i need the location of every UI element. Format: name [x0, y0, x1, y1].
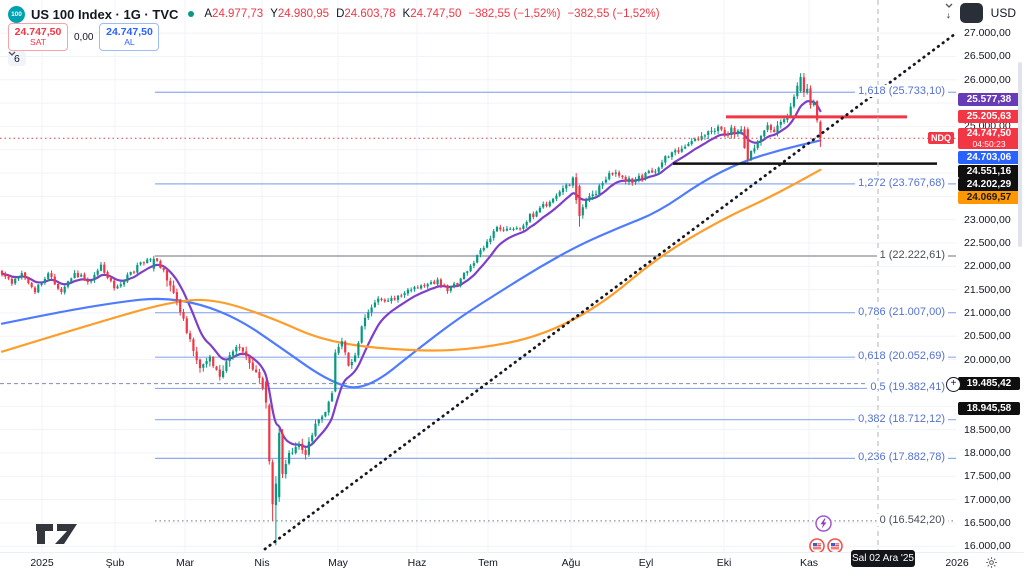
time-axis-label: 2025	[30, 557, 54, 569]
circular-arrows-icon	[946, 4, 956, 14]
close-label: K	[402, 8, 411, 20]
fib-label: 1 (22.222,61)	[876, 248, 948, 261]
price-badge: 19.485,42	[958, 377, 1020, 390]
open-value: 24.977,73	[212, 8, 264, 20]
time-axis-label: Haz	[407, 557, 427, 569]
ohlc-row: A24.977,73 Y24.980,95 D24.603,78 K24.747…	[204, 8, 659, 20]
bar-countdown: 04:50:23	[972, 139, 1006, 149]
indicators-collapsed-chip[interactable]: 6	[8, 51, 26, 66]
fib-label: 1,272 (23.767,68)	[855, 176, 948, 189]
fib-label: 0 (16.542,20)	[876, 513, 948, 526]
moving-averages-layer	[0, 99, 822, 448]
buy-label: AL	[124, 37, 135, 48]
grid-layer	[0, 0, 958, 552]
price-tick-label: 17.000,00	[964, 493, 1011, 506]
sync-icon[interactable]	[946, 3, 983, 23]
price-tick-label: 22.500,00	[964, 237, 1011, 250]
gear-glyph-icon	[986, 557, 997, 568]
indicators-count: 6	[14, 52, 20, 65]
spread-value: 0,00	[74, 31, 94, 43]
change-value: −382,55 (−1,52%)	[468, 8, 561, 20]
time-axis-label: Tem	[478, 557, 498, 569]
sell-label: SAT	[30, 37, 46, 48]
price-badge: 24.551,16	[958, 165, 1020, 178]
time-axis-label: Kas	[799, 557, 819, 569]
price-axis[interactable]: 27.000,00 26.500,00 26.000,00 25.000,00 23.0…	[956, 0, 1024, 552]
fib-label: 0,618 (20.052,69)	[855, 350, 948, 363]
price-tick-label: 20.000,00	[964, 353, 1011, 366]
open-label: A	[204, 8, 213, 20]
close-value: 24.747,50	[410, 8, 462, 20]
symbol-logo-icon[interactable]: 100	[8, 5, 25, 23]
fib-label: 0,786 (21.007,00)	[855, 305, 948, 318]
sell-button[interactable]: 24.747,50 SAT	[8, 23, 68, 51]
price-badge: 25.205,63	[958, 110, 1020, 123]
price-badge: 24.703,06	[958, 151, 1020, 164]
price-badge: 24.202,29	[958, 178, 1020, 191]
price-badge: 25.577,38	[958, 93, 1020, 106]
buy-button[interactable]: 24.747,50 AL	[99, 23, 160, 51]
chevron-down-icon	[8, 51, 16, 56]
trade-buttons-row: 24.747,50 SAT 0,00 24.747,50 AL	[8, 23, 160, 51]
price-tick-label: 17.500,00	[964, 470, 1011, 483]
time-axis-label: Eki	[716, 557, 732, 569]
low-label: D	[336, 8, 345, 20]
price-tick-label: 26.500,00	[964, 50, 1011, 63]
crosshair-date-badge: Sal 02 Ara '25	[851, 550, 915, 567]
time-axis-label: Mar	[175, 557, 195, 569]
price-tick-label: 20.500,00	[964, 330, 1011, 343]
price-tick-label: 16.500,00	[964, 516, 1011, 529]
market-open-dot-icon	[188, 11, 195, 17]
time-axis-label: Ağu	[561, 557, 581, 569]
plus-icon[interactable]: +	[946, 377, 961, 392]
price-tick-label: 18.000,00	[964, 446, 1011, 459]
price-tick-label: 21.000,00	[964, 306, 1011, 319]
symbol-header: 100 US 100 Index · 1G · TVC A24.977,73 Y…	[8, 4, 660, 24]
chevron-down-icon	[945, 3, 953, 8]
sell-price: 24.747,50	[14, 25, 62, 38]
high-label: Y	[270, 8, 278, 20]
last-price-value: 24.747,50	[966, 128, 1012, 139]
time-axis[interactable]: 2025 Şub Mar Nis May Haz Tem Ağu Eyl Eki Kas 2026 S…	[0, 550, 1024, 572]
candles-layer	[0, 72, 822, 546]
time-axis-label: Şub	[105, 557, 125, 569]
fib-label: 0,236 (17.882,78)	[855, 451, 948, 464]
low-value: 24.603,78	[344, 8, 396, 20]
currency-value: USD	[990, 6, 1016, 20]
fib-label: 1,618 (25.733,10)	[855, 85, 948, 98]
topright-controls: ↓ USD	[945, 3, 1016, 23]
price-tick-label: 21.500,00	[964, 283, 1011, 296]
change-percent: −382,55 (−1,52%)	[567, 8, 660, 20]
price-tick-label: 27.000,00	[964, 27, 1011, 40]
price-tick-label: 16.000,00	[964, 540, 1011, 553]
price-axis-scrollbar[interactable]	[1018, 62, 1022, 247]
high-value: 24.980,95	[277, 8, 330, 20]
fib-label: 0,382 (18.712,12)	[855, 412, 948, 425]
price-tick-label: 26.000,00	[964, 73, 1011, 86]
time-axis-label: Eyl	[638, 557, 654, 569]
last-price-badge: 24.747,50 04:50:23	[958, 128, 1020, 149]
fib-lines-layer	[0, 91, 956, 522]
buy-price: 24.747,50	[106, 25, 153, 38]
time-axis-label: May	[328, 557, 348, 569]
fib-label: 0,5 (19.382,41)	[867, 381, 948, 394]
time-axis-label: 2026	[945, 557, 969, 569]
drawn-lines-layer	[0, 0, 958, 552]
price-tick-label: 23.000,00	[964, 213, 1011, 226]
symbol-title[interactable]: US 100 Index · 1G · TVC	[31, 6, 179, 22]
time-axis-label: Nis	[254, 557, 270, 569]
price-tick-label: 22.000,00	[964, 260, 1011, 273]
price-tick-label: 18.500,00	[964, 423, 1011, 436]
symbol-price-tag: NDQ	[928, 132, 954, 144]
currency-dropdown[interactable]: USD	[945, 3, 1016, 20]
price-badge: 18.945,58	[958, 402, 1020, 415]
price-badge: 24.069,57	[958, 191, 1020, 204]
